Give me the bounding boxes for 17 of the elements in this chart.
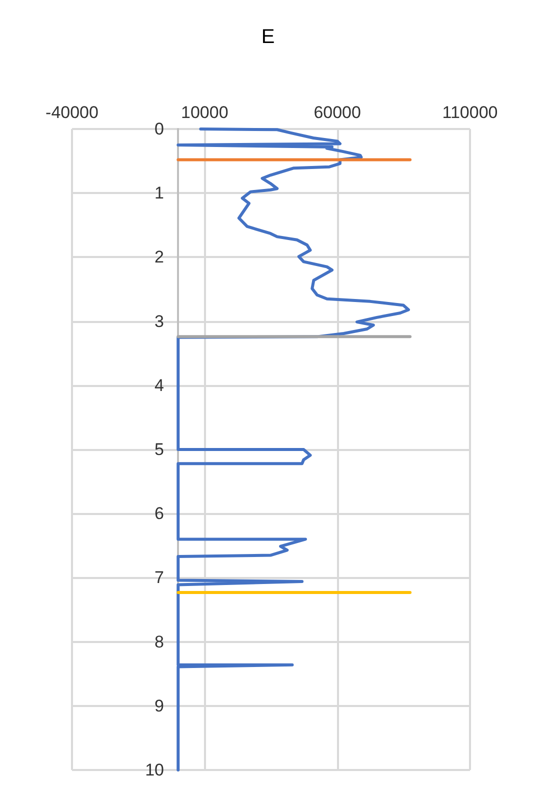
y-tick-label: 2 <box>154 248 164 267</box>
x-tick-label: -40000 <box>46 103 98 122</box>
x-tick-label: 10000 <box>181 103 228 122</box>
y-tick-label: 3 <box>154 312 164 331</box>
y-tick-label: 8 <box>154 632 164 652</box>
y-tick-label: 6 <box>154 504 164 524</box>
y-tick-label: 5 <box>154 440 164 459</box>
y-tick-label: 0 <box>154 120 164 138</box>
line-series <box>176 128 410 772</box>
x-tick-label: 110000 <box>442 103 498 122</box>
x-tick-label: 60000 <box>314 103 361 122</box>
chart-title: E <box>261 26 275 48</box>
y-tick-label: 4 <box>154 376 164 395</box>
y-tick-label: 10 <box>145 760 164 780</box>
y-tick-label: 1 <box>154 184 164 203</box>
y-tick-label: 9 <box>154 696 164 716</box>
y-tick-label: 7 <box>154 568 164 588</box>
